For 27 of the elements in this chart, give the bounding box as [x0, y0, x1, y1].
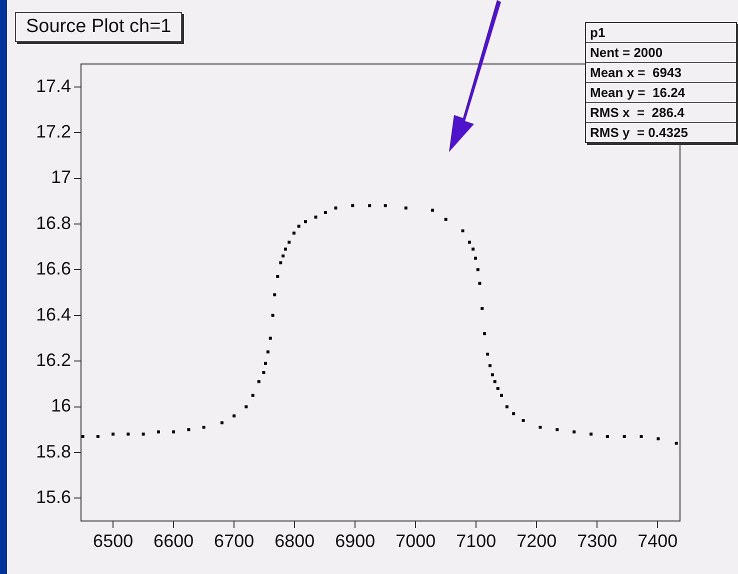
y-tick-label: 15.8: [36, 441, 71, 462]
x-tick-label: 6800: [274, 530, 315, 551]
y-tick-label: 16.6: [36, 258, 71, 279]
annotation: Mean x = 6943: [586, 63, 736, 83]
annotation: RMS y = 0.4325: [589, 124, 689, 142]
annotation: RMS x = 286.4: [586, 103, 736, 123]
y-tick-label: 17.4: [36, 76, 71, 96]
y-tick-label: 16.2: [36, 350, 71, 370]
y-tick-label: 16.8: [36, 212, 71, 233]
y-tick-label: 16: [50, 396, 71, 416]
x-tick-label: 6900: [335, 530, 376, 551]
x-tick-label: 7300: [577, 530, 618, 551]
y-tick-label: 16.4: [36, 304, 71, 324]
x-tick-label: 7400: [638, 530, 678, 551]
title-box: Source Plot ch=1: [15, 12, 182, 42]
x-tick-label: 7000: [396, 530, 436, 551]
text: Nent = 2000: [590, 45, 663, 60]
x-tick-label: 7100: [456, 530, 496, 551]
x-tick-label: 6700: [214, 530, 254, 551]
y-tick-label: 15.6: [36, 487, 71, 508]
x-tick-label: 6500: [93, 530, 134, 551]
annotation: Mean y = 16.24: [586, 83, 736, 103]
y-tick-label: 17: [50, 167, 71, 188]
text: p1: [590, 25, 606, 40]
x-tick-label: 6600: [154, 530, 194, 551]
y-tick-label: 17.2: [36, 122, 71, 142]
x-tick-label: 7200: [516, 530, 557, 551]
